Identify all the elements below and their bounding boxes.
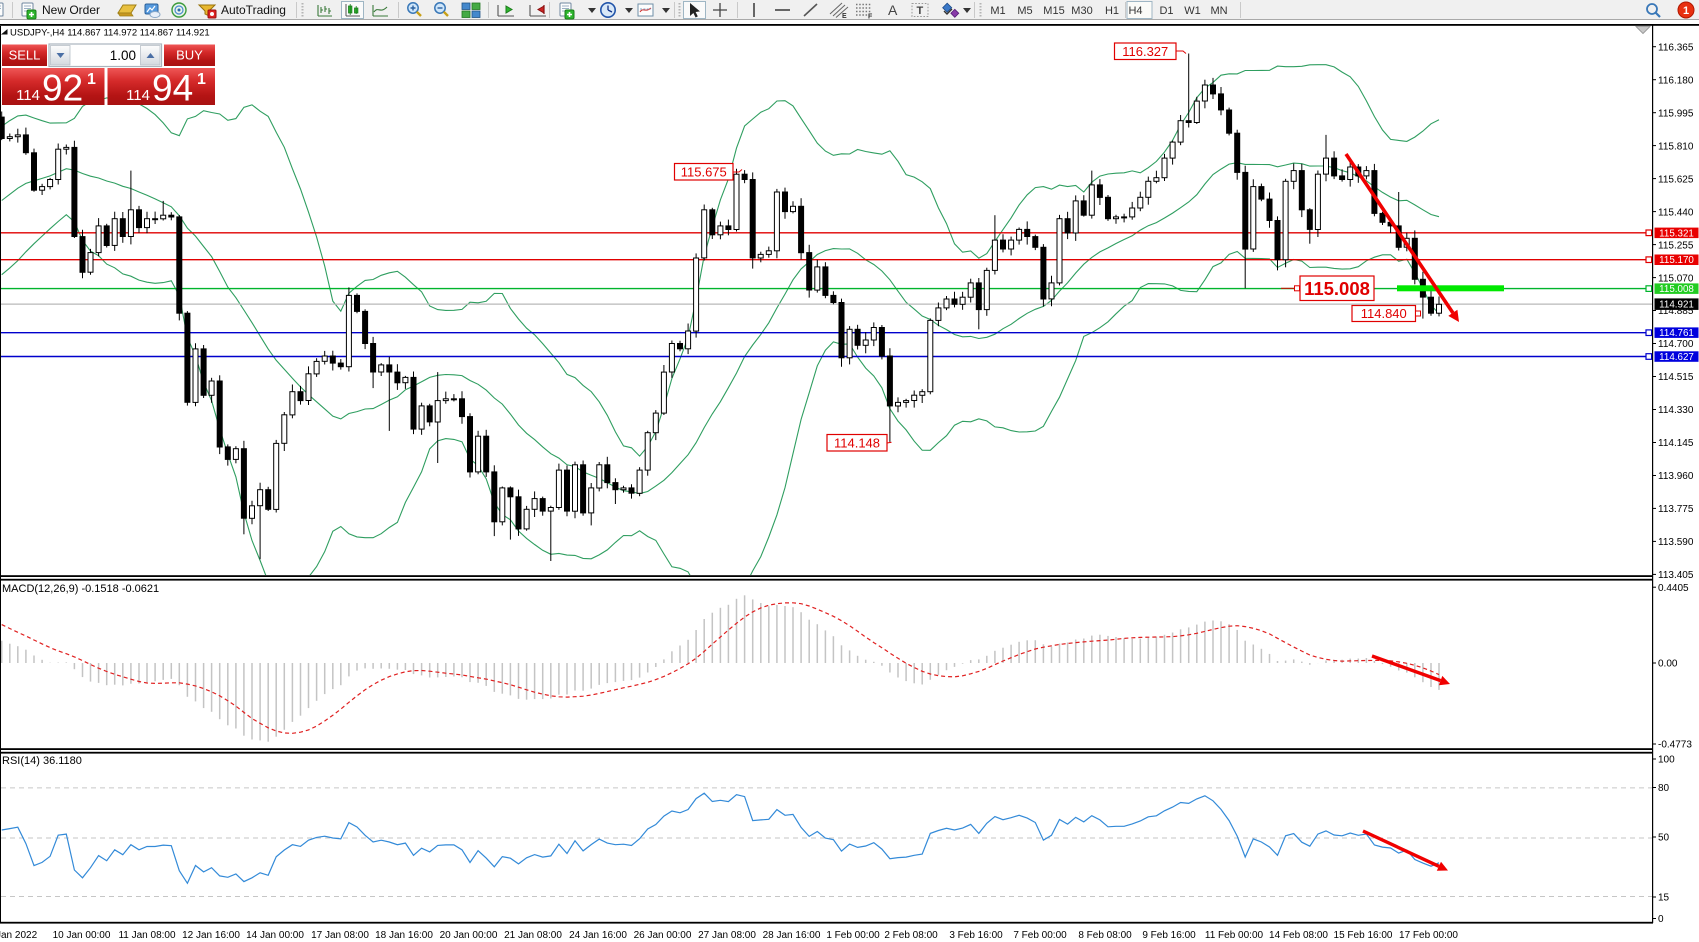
svg-text:H4: H4 — [1128, 5, 1142, 17]
svg-text:21 Jan 08:00: 21 Jan 08:00 — [504, 930, 562, 941]
svg-text:-0.4773: -0.4773 — [1658, 740, 1692, 751]
svg-text:1: 1 — [197, 71, 206, 88]
svg-text:9 Feb 16:00: 9 Feb 16:00 — [1142, 930, 1196, 941]
svg-text:0: 0 — [1658, 914, 1664, 925]
svg-text:8 Feb 08:00: 8 Feb 08:00 — [1078, 930, 1132, 941]
svg-text:W1: W1 — [1184, 5, 1201, 17]
svg-text:2 Feb 08:00: 2 Feb 08:00 — [884, 930, 938, 941]
svg-text:115.255: 115.255 — [1658, 240, 1694, 251]
svg-text:114.921: 114.921 — [1659, 300, 1694, 311]
svg-text:D1: D1 — [1159, 5, 1173, 17]
svg-text:113.775: 113.775 — [1658, 504, 1694, 515]
svg-text:MN: MN — [1210, 5, 1227, 17]
svg-text:113.405: 113.405 — [1658, 570, 1694, 581]
svg-text:1: 1 — [87, 71, 96, 88]
svg-text:SELL: SELL — [9, 48, 41, 63]
svg-text:11 Feb 00:00: 11 Feb 00:00 — [1205, 930, 1264, 941]
svg-text:114: 114 — [16, 87, 40, 104]
svg-text:14 Jan 00:00: 14 Jan 00:00 — [246, 930, 304, 941]
svg-text:115.675: 115.675 — [681, 164, 727, 179]
svg-text:116.180: 116.180 — [1658, 75, 1694, 86]
svg-text:17 Feb 00:00: 17 Feb 00:00 — [1399, 930, 1458, 941]
svg-text:M1: M1 — [990, 5, 1005, 17]
svg-text:F: F — [868, 14, 873, 21]
svg-text:113.960: 113.960 — [1658, 471, 1694, 482]
svg-text:115.321: 115.321 — [1659, 228, 1694, 239]
svg-text:M30: M30 — [1071, 5, 1092, 17]
svg-text:BUY: BUY — [176, 48, 203, 63]
svg-text:114.148: 114.148 — [834, 435, 880, 450]
svg-text:AutoTrading: AutoTrading — [221, 3, 286, 17]
svg-text:92: 92 — [42, 68, 83, 109]
svg-text:114.840: 114.840 — [1361, 306, 1407, 321]
svg-text:17 Jan 08:00: 17 Jan 08:00 — [311, 930, 369, 941]
svg-text:0.4405: 0.4405 — [1658, 583, 1689, 594]
svg-text:115.008: 115.008 — [1659, 284, 1694, 295]
svg-text:H1: H1 — [1105, 5, 1119, 17]
svg-text:3 Feb 16:00: 3 Feb 16:00 — [949, 930, 1003, 941]
svg-text:94: 94 — [152, 68, 193, 109]
svg-text:M5: M5 — [1017, 5, 1032, 17]
svg-text:114.761: 114.761 — [1659, 328, 1694, 339]
svg-text:114.627: 114.627 — [1659, 352, 1694, 363]
svg-text:26 Jan 00:00: 26 Jan 00:00 — [634, 930, 692, 941]
svg-text:116.365: 116.365 — [1658, 42, 1694, 53]
svg-text:115.995: 115.995 — [1658, 108, 1694, 119]
svg-text:115.070: 115.070 — [1658, 273, 1694, 284]
svg-text:114: 114 — [126, 87, 150, 104]
svg-text:116.327: 116.327 — [1122, 44, 1168, 59]
svg-text:10 Jan 00:00: 10 Jan 00:00 — [53, 930, 111, 941]
svg-text:115.008: 115.008 — [1304, 278, 1370, 299]
svg-text:MACD(12,26,9) -0.1518 -0.0621: MACD(12,26,9) -0.1518 -0.0621 — [2, 583, 159, 595]
svg-text:USDJPY-,H4 114.867 114.972 11: USDJPY-,H4 114.867 114.972 114.867 114.9… — [10, 28, 210, 39]
svg-text:114.145: 114.145 — [1658, 438, 1694, 449]
svg-text:18 Jan 16:00: 18 Jan 16:00 — [375, 930, 433, 941]
svg-text:RSI(14) 36.1180: RSI(14) 36.1180 — [2, 755, 82, 767]
svg-text:1 Feb 00:00: 1 Feb 00:00 — [826, 930, 880, 941]
svg-text:7 Feb 00:00: 7 Feb 00:00 — [1013, 930, 1067, 941]
svg-text:11 Jan 08:00: 11 Jan 08:00 — [118, 930, 176, 941]
svg-text:27 Jan 08:00: 27 Jan 08:00 — [698, 930, 756, 941]
svg-text:113.590: 113.590 — [1658, 537, 1694, 548]
svg-text:A: A — [888, 2, 898, 18]
svg-text:50: 50 — [1658, 833, 1670, 844]
svg-text:T: T — [917, 5, 924, 17]
svg-text:115.440: 115.440 — [1658, 207, 1694, 218]
svg-text:115.625: 115.625 — [1658, 174, 1694, 185]
svg-text:15: 15 — [1658, 893, 1670, 904]
svg-text:E: E — [842, 13, 847, 20]
svg-text:12 Jan 16:00: 12 Jan 16:00 — [182, 930, 240, 941]
svg-text:115.810: 115.810 — [1658, 141, 1694, 152]
svg-text:80: 80 — [1658, 783, 1670, 794]
svg-text:100: 100 — [1658, 755, 1675, 766]
svg-text:14 Feb 08:00: 14 Feb 08:00 — [1269, 930, 1328, 941]
svg-text:114.885: 114.885 — [1658, 306, 1694, 317]
svg-text:M15: M15 — [1043, 5, 1064, 17]
svg-text:0.00: 0.00 — [1658, 659, 1678, 670]
svg-text:New Order: New Order — [42, 3, 100, 17]
svg-text:15 Feb 16:00: 15 Feb 16:00 — [1334, 930, 1393, 941]
svg-text:114.515: 114.515 — [1658, 372, 1694, 383]
svg-text:28 Jan 16:00: 28 Jan 16:00 — [763, 930, 821, 941]
svg-text:1: 1 — [1683, 5, 1689, 17]
svg-text:1.00: 1.00 — [110, 48, 136, 63]
svg-text:114.330: 114.330 — [1658, 405, 1694, 416]
svg-text:114.700: 114.700 — [1658, 339, 1694, 350]
svg-text:Jan 2022: Jan 2022 — [0, 930, 38, 941]
svg-text:20 Jan 00:00: 20 Jan 00:00 — [440, 930, 498, 941]
svg-text:24 Jan 16:00: 24 Jan 16:00 — [569, 930, 627, 941]
svg-text:115.170: 115.170 — [1659, 255, 1694, 266]
